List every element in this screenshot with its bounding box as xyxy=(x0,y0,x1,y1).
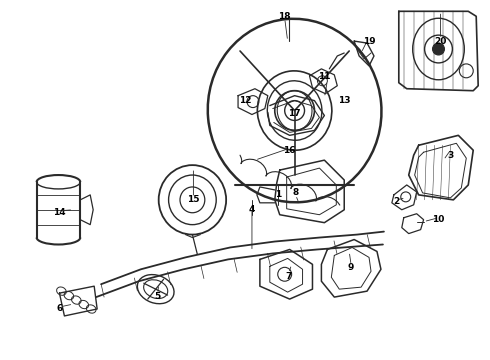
Text: 1: 1 xyxy=(274,190,281,199)
Text: 19: 19 xyxy=(363,37,375,46)
Text: 7: 7 xyxy=(286,272,292,281)
Text: 3: 3 xyxy=(447,151,454,160)
Text: 9: 9 xyxy=(348,263,354,272)
Text: 6: 6 xyxy=(56,305,63,314)
Text: 18: 18 xyxy=(278,12,291,21)
Text: 20: 20 xyxy=(434,37,447,46)
Text: 13: 13 xyxy=(338,96,350,105)
Text: 15: 15 xyxy=(187,195,199,204)
Text: 8: 8 xyxy=(293,188,299,197)
Text: 14: 14 xyxy=(53,208,66,217)
Text: 10: 10 xyxy=(432,215,445,224)
Text: 17: 17 xyxy=(288,109,301,118)
Text: 12: 12 xyxy=(239,96,251,105)
Text: 2: 2 xyxy=(393,197,400,206)
Text: 4: 4 xyxy=(249,205,255,214)
Text: 11: 11 xyxy=(318,72,331,81)
Text: 16: 16 xyxy=(283,146,296,155)
Text: 5: 5 xyxy=(154,292,161,301)
Circle shape xyxy=(433,43,444,55)
